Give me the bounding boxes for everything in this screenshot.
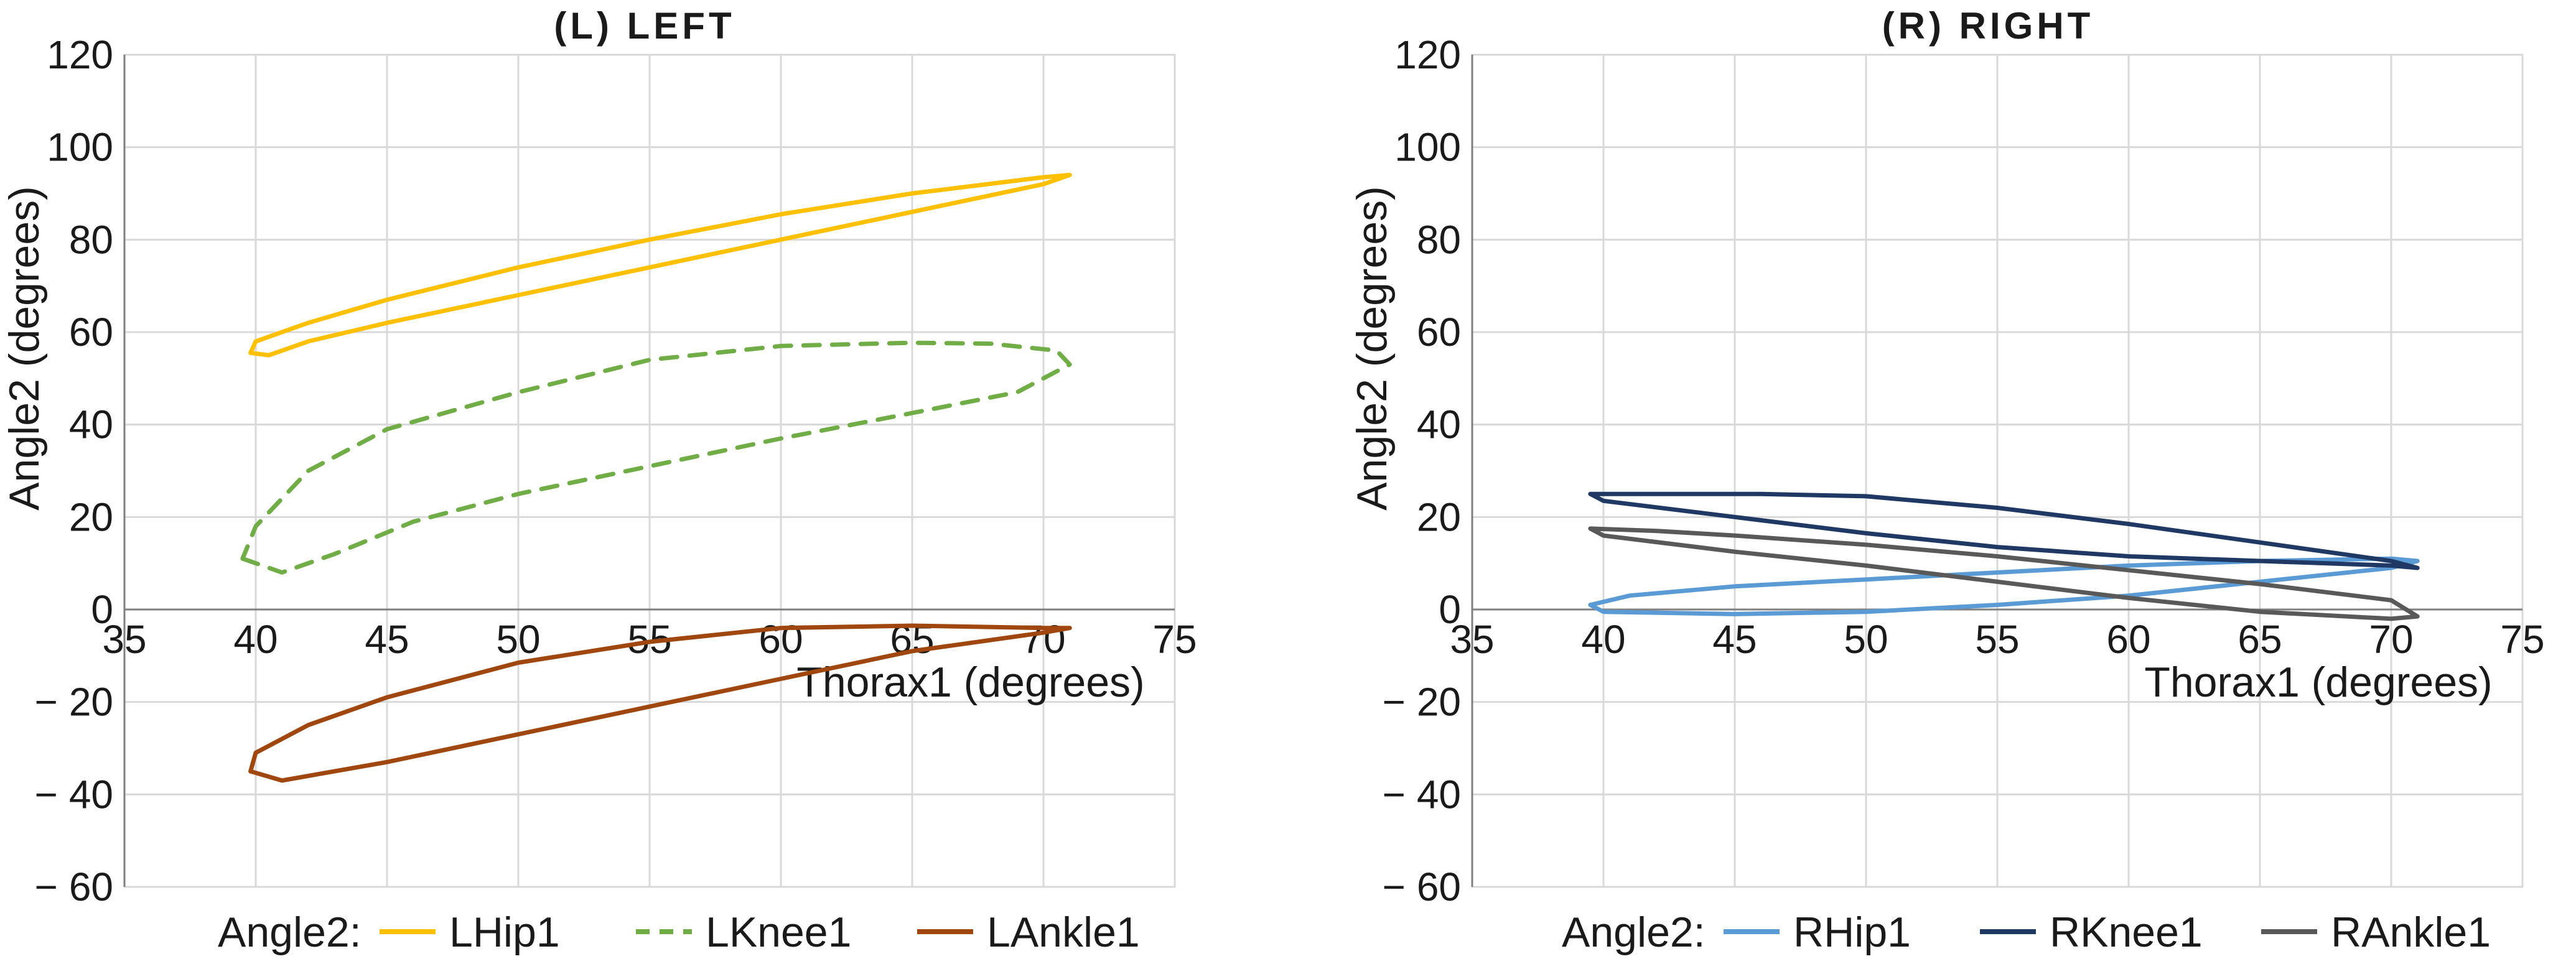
left-legend-title: Angle2: (218, 909, 362, 956)
left-chart-title: (L) LEFT (554, 5, 735, 47)
right-legend-label-rknee1: RKnee1 (2050, 909, 2203, 956)
left-x-tick-label: 50 (496, 617, 540, 662)
left-y-axis-label: Angle2 (degrees) (1, 186, 48, 511)
left-x-axis-label: Thorax1 (degrees) (796, 659, 1144, 706)
left-y-tick-label: − 60 (35, 864, 113, 909)
right-legend-label-rankle1: RAnkle1 (2331, 909, 2491, 956)
left-series-lankle1 (248, 623, 1072, 783)
right-y-tick-label: 120 (1394, 32, 1461, 77)
left-y-tick-label: 0 (91, 587, 113, 632)
right-y-tick-label: 40 (1417, 402, 1461, 447)
right-chart-title: (R) RIGHT (1882, 5, 2094, 47)
left-legend-label-lankle1: LAnkle1 (987, 909, 1140, 956)
left-series-lhip1 (248, 172, 1072, 358)
right-y-tick-label: − 60 (1383, 864, 1461, 909)
right-series-rankle1 (1588, 526, 2420, 621)
right-legend-title: Angle2: (1562, 909, 1706, 956)
right-y-axis-label: Angle2 (degrees) (1348, 186, 1396, 511)
right-x-axis-label: Thorax1 (degrees) (2144, 659, 2492, 706)
right-x-tick-label: 45 (1712, 617, 1757, 662)
left-x-tick-label: 70 (1021, 617, 1065, 662)
left-y-tick-label: 80 (69, 217, 113, 262)
left-y-tick-label: − 20 (35, 680, 113, 725)
right-y-tick-label: 100 (1394, 125, 1461, 170)
right-y-tick-label: 0 (1439, 587, 1461, 632)
right-series-rknee1 (1588, 491, 2420, 570)
left-y-tick-label: 40 (69, 402, 113, 447)
right-series-rhip1 (1588, 556, 2420, 616)
left-y-tick-label: − 40 (35, 772, 113, 817)
right-x-tick-label: 75 (2500, 617, 2544, 662)
right-x-tick-label: 55 (1975, 617, 2019, 662)
right-x-tick-label: 35 (1450, 617, 1494, 662)
right-y-tick-label: 20 (1417, 494, 1461, 539)
left-y-tick-label: 120 (47, 32, 113, 77)
left-y-tick-label: 20 (69, 494, 113, 539)
right-y-tick-label: − 20 (1383, 680, 1461, 725)
right-x-tick-label: 60 (2106, 617, 2150, 662)
left-x-tick-label: 35 (102, 617, 146, 662)
right-x-tick-label: 65 (2238, 617, 2282, 662)
right-y-tick-label: 60 (1417, 310, 1461, 355)
right-x-tick-label: 40 (1581, 617, 1625, 662)
right-y-tick-label: 80 (1417, 217, 1461, 262)
right-x-tick-label: 50 (1844, 617, 1888, 662)
right-legend-label-rhip1: RHip1 (1793, 909, 1911, 956)
left-x-tick-label: 45 (365, 617, 409, 662)
left-x-tick-label: 40 (233, 617, 278, 662)
left-x-tick-label: 75 (1152, 617, 1197, 662)
left-y-tick-label: 100 (47, 125, 113, 170)
left-legend-label-lhip1: LHip1 (449, 909, 560, 956)
left-series-lknee1 (240, 340, 1072, 575)
left-y-tick-label: 60 (69, 310, 113, 355)
left-legend-label-lknee1: LKnee1 (706, 909, 851, 956)
right-y-tick-label: − 40 (1383, 772, 1461, 817)
left-x-tick-label: 60 (758, 617, 803, 662)
right-x-tick-label: 70 (2369, 617, 2413, 662)
right-panel: 120 100 80 60 40 20 0 − 20 − 40 − 60 35 40 45 50 55 60 6… (1348, 5, 2545, 956)
